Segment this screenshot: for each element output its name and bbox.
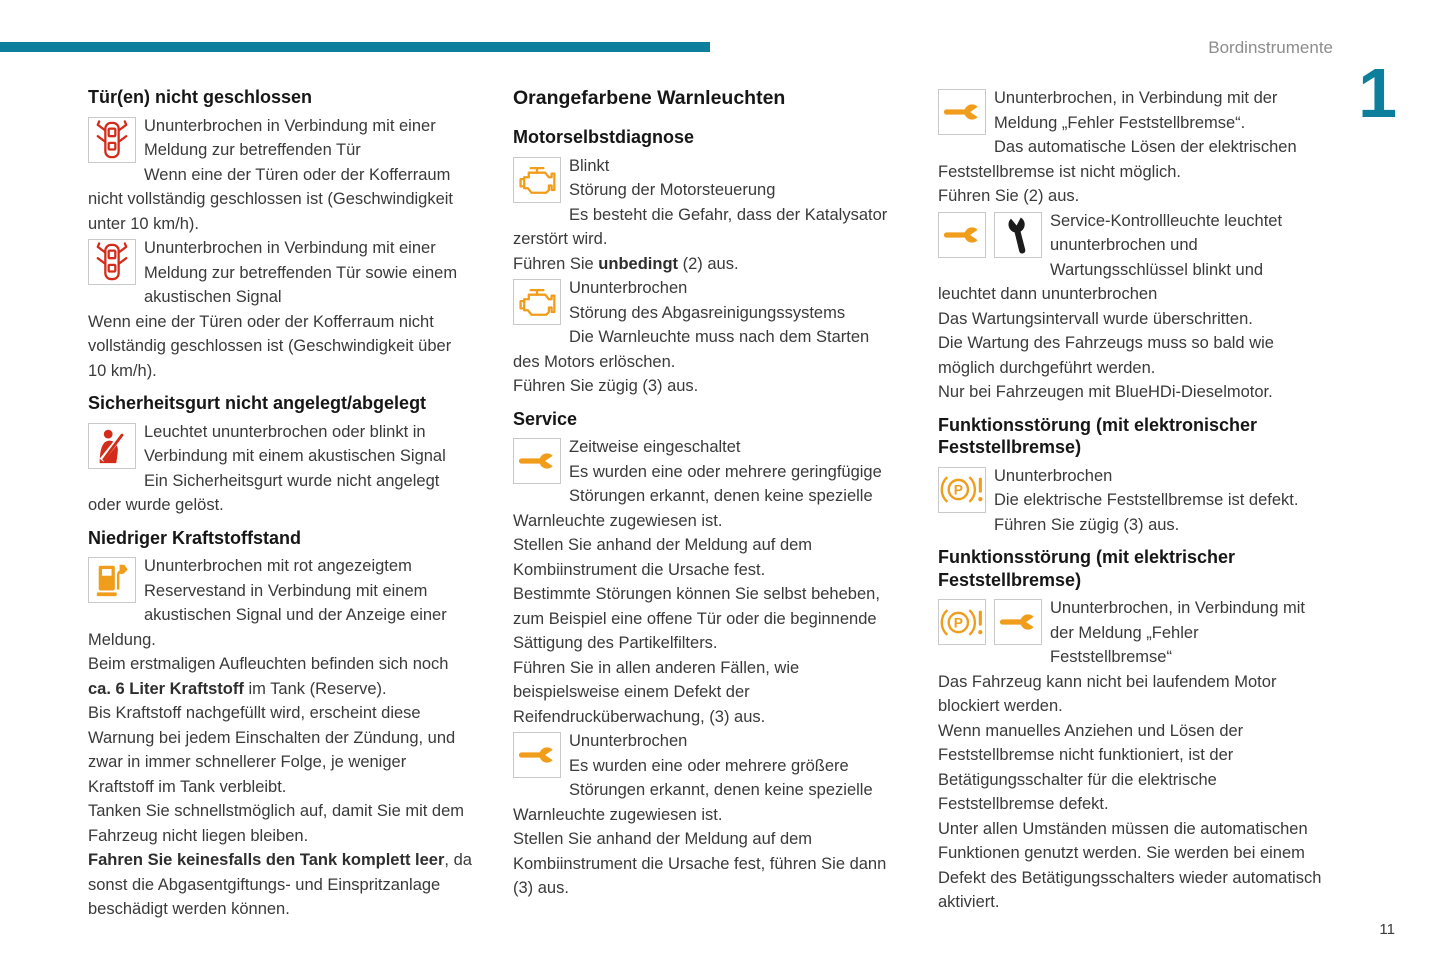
warning-item: Service-Kontrollleuchte leuchtet ununter… (938, 209, 1323, 405)
warning-text: Tanken Sie schnellstmöglich auf, damit S… (88, 802, 465, 845)
service-wrench-icon (513, 438, 561, 485)
warning-text: Es wurden eine oder mehrere größere Stör… (513, 756, 873, 824)
svg-text:P: P (954, 615, 963, 630)
warning-text: Stellen Sie anhand der Meldung auf dem K… (513, 536, 813, 579)
warning-text: Ununterbrochen (994, 466, 1113, 485)
warning-text: Störung der Motorsteuerung (569, 181, 776, 200)
service-wrench-icon (994, 599, 1042, 645)
warning-heading: Tür(en) nicht geschlossen (88, 87, 313, 107)
warning-text: Fahren Sie keinesfalls den Tank komplett… (88, 851, 472, 918)
warning-text: Es wurden eine oder mehrere geringfügige… (513, 462, 882, 530)
warning-item: Zeitweise eingeschaltet Es wurden eine od… (513, 435, 898, 729)
parking-brake-fault-icon: P (938, 466, 986, 513)
door-open-warning-icon (88, 116, 136, 163)
warning-item: Ununterbrochen in Verbindung mit einer M… (88, 236, 473, 383)
content-columns: Tür(en) nicht geschlossen Ununterbrochen… (88, 86, 1323, 922)
service-wrench-icon (513, 732, 561, 779)
accent-bar (0, 42, 710, 52)
warning-item: Blinkt Störung der Motorsteuerung Es beste… (513, 154, 898, 277)
warning-text: Ein Sicherheitsgurt wurde nicht angelegt… (88, 471, 440, 515)
warning-text: Beim erstmaligen Aufleuchten befinden si… (88, 655, 449, 698)
service-wrench-icon (938, 89, 986, 135)
warning-item: Ununterbrochen mit rot angezeigtem Reser… (88, 554, 473, 922)
warning-item: Ununterbrochen, in Verbindung mit der Me… (938, 86, 1323, 209)
warning-item: Ununterbrochen Störung des Abgasreinigung… (513, 276, 898, 399)
column-3: Ununterbrochen, in Verbindung mit der Me… (938, 86, 1323, 922)
warning-text: Störung des Abgasreinigungssystems (569, 303, 846, 322)
page-header-title: Bordinstrumente (1208, 38, 1333, 57)
warning-item: P Ununterbrochen, in Verbindung mit der … (938, 596, 1323, 915)
warning-text: Führen Sie (2) aus. (938, 187, 1080, 205)
seatbelt-warning-icon (88, 422, 136, 469)
warning-text: Ununterbrochen in Verbindung mit einer M… (144, 116, 436, 160)
warning-text: Die Wartung des Fahrzeugs muss so bald w… (938, 334, 1274, 377)
warning-heading: Funktionsstörung (mit elektrischer Fests… (938, 547, 1236, 590)
warning-text: Bestimmte Störungen können Sie selbst be… (513, 585, 880, 653)
warning-text: Nur bei Fahrzeugen mit BlueHDi-Dieselmot… (938, 383, 1273, 401)
warning-text: Führen Sie zügig (3) aus. (513, 377, 699, 396)
warning-text: Blinkt (569, 156, 610, 175)
warning-text: Wenn manuelles Anziehen und Lösen der Fe… (938, 721, 1244, 814)
parking-brake-fault-icon: P (938, 599, 986, 645)
svg-text:P: P (954, 483, 963, 498)
warning-text: Das Fahrzeug kann nicht bei laufendem Mo… (938, 672, 1277, 716)
engine-warning-icon (513, 156, 561, 203)
maintenance-wrench-icon (994, 211, 1042, 258)
warning-text: Ununterbrochen mit rot angezeigtem Reser… (88, 557, 447, 649)
warning-heading: Motorselbstdiagnose (513, 127, 695, 148)
fuel-pump-icon (88, 557, 136, 603)
warning-text: Das automatische Lösen der elektrischen … (938, 138, 1297, 181)
warning-text: Die elektrische Feststellbremse ist defe… (994, 491, 1299, 509)
warning-text: Wenn eine der Türen oder der Kofferraum … (88, 312, 452, 380)
warning-text: Ununterbrochen, in Verbindung mit der Me… (994, 89, 1278, 132)
warning-text: Wartungsschlüssel blinkt und leuchtet da… (938, 260, 1264, 304)
warning-text: Ununterbrochen in Verbindung mit einer M… (144, 239, 458, 306)
warning-heading: Funktionsstörung (mit elektronischer Fes… (938, 414, 1258, 458)
warning-text: Das Wartungsintervall wurde überschritte… (938, 309, 1253, 328)
warning-item: P Ununterbrochen Die elektrische Feststel… (938, 464, 1323, 538)
warning-text: Unter allen Umständen müssen die automat… (938, 819, 1322, 912)
chapter-number: 1 (1358, 54, 1397, 132)
warning-text: Es besteht die Gefahr, dass der Katalysa… (513, 205, 888, 249)
warning-text: Führen Sie unbedingt (2) aus. (513, 254, 739, 273)
section-heading: Orangefarbene Warnleuchten (513, 87, 786, 109)
door-open-warning-icon (88, 239, 136, 285)
warning-text: Zeitweise eingeschaltet (569, 438, 741, 457)
warning-item: Leuchtet ununterbrochen oder blinkt in V… (88, 420, 473, 518)
warning-item: Ununterbrochen Es wurden eine oder mehrer… (513, 729, 898, 901)
warning-text: Ununterbrochen (569, 732, 688, 751)
warning-text: Führen Sie zügig (3) aus. (994, 515, 1180, 534)
warning-heading: Niedriger Kraftstoffstand (88, 527, 302, 548)
warning-heading: Sicherheitsgurt nicht angelegt/abgelegt (88, 393, 427, 413)
warning-text: Ununterbrochen (569, 279, 688, 298)
warning-text: Bis Kraftstoff nachgefüllt wird, erschei… (88, 704, 456, 796)
page-number: 11 (1379, 921, 1395, 938)
warning-text: Führen Sie in allen anderen Fällen, wie … (513, 658, 800, 726)
warning-heading: Service (513, 408, 578, 429)
service-wrench-icon (938, 211, 986, 258)
engine-warning-icon (513, 279, 561, 326)
warning-text: Wenn eine der Türen oder der Kofferraum … (88, 165, 454, 233)
warning-item: Ununterbrochen in Verbindung mit einer M… (88, 114, 473, 237)
warning-text: Leuchtet ununterbrochen oder blinkt in V… (144, 422, 446, 466)
warning-text: Die Warnleuchte muss nach dem Starten de… (513, 328, 870, 371)
warning-text: Stellen Sie anhand der Meldung auf dem K… (513, 830, 887, 898)
warning-text: Ununterbrochen, in Verbindung mit der Me… (1050, 599, 1305, 666)
column-2: Orangefarbene Warnleuchten Motorselbstdia… (513, 86, 898, 922)
column-1: Tür(en) nicht geschlossen Ununterbrochen… (88, 86, 473, 922)
warning-text: Service-Kontrollleuchte leuchtet ununter… (1050, 211, 1283, 255)
